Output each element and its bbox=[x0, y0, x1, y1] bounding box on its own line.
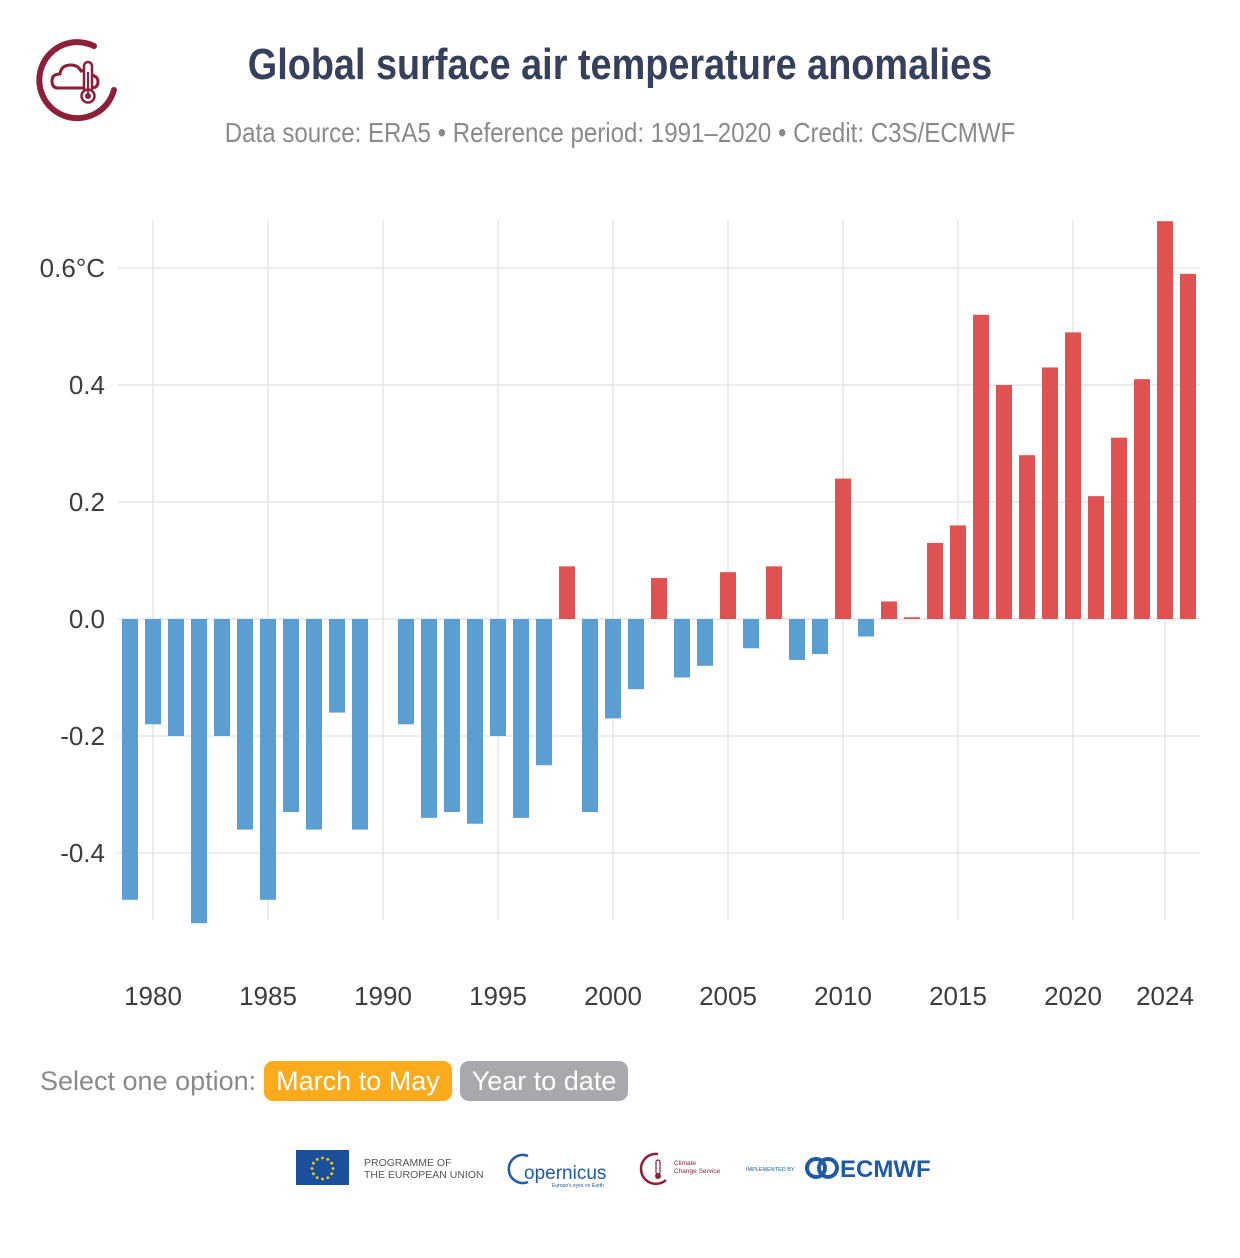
bar-2010 bbox=[835, 478, 851, 619]
bar-2002 bbox=[651, 578, 667, 619]
copernicus-text: opernicus bbox=[524, 1163, 606, 1184]
bar-2024 bbox=[1157, 221, 1173, 619]
partner-logos: PROGRAMME OF THE EUROPEAN UNION opernicu… bbox=[296, 1150, 931, 1189]
bar-1994 bbox=[467, 619, 483, 824]
y-tick-label: 0.4 bbox=[69, 370, 105, 400]
x-tick-label: 2015 bbox=[929, 981, 987, 1011]
x-tick-label: 2010 bbox=[814, 981, 872, 1011]
bar-2019 bbox=[1042, 367, 1058, 619]
bar-1984 bbox=[237, 619, 253, 830]
x-tick-label: 1995 bbox=[469, 981, 527, 1011]
y-tick-label: 0.0 bbox=[69, 604, 105, 634]
bar-2014 bbox=[927, 542, 943, 619]
y-tick-label: 0.6°C bbox=[40, 253, 105, 283]
x-axis-ticks: 1980 1985 1990 1995 2000 2005 2010 2015 2020 2024 bbox=[124, 981, 1194, 1011]
eu-text-line2: THE EUROPEAN UNION bbox=[364, 1169, 484, 1181]
bars bbox=[122, 221, 1196, 924]
bar-1992 bbox=[421, 619, 437, 818]
bar-2023 bbox=[1134, 379, 1150, 619]
bar-1980 bbox=[145, 619, 161, 725]
bar-2020 bbox=[1065, 332, 1081, 619]
bar-1993 bbox=[444, 619, 460, 813]
bar-2007 bbox=[766, 566, 782, 619]
bar-2004 bbox=[697, 619, 713, 666]
bar-2001 bbox=[628, 619, 644, 690]
bar-2025 bbox=[1180, 273, 1196, 619]
bar-2006 bbox=[743, 619, 759, 649]
bar-1997 bbox=[536, 619, 552, 766]
ecmwf-text: ECMWF bbox=[840, 1156, 931, 1183]
bar-1991 bbox=[398, 619, 414, 725]
page-title: Global surface air temperature anomalies bbox=[247, 40, 993, 89]
c3s-logo-icon bbox=[36, 39, 117, 122]
bar-1996 bbox=[513, 619, 529, 818]
bar-2017 bbox=[996, 385, 1012, 619]
bar-1995 bbox=[490, 619, 506, 736]
eu-flag-icon bbox=[296, 1150, 349, 1185]
bar-2000 bbox=[605, 619, 621, 719]
bar-2009 bbox=[812, 619, 828, 655]
bar-2018 bbox=[1019, 455, 1035, 619]
bar-2021 bbox=[1088, 496, 1104, 619]
y-tick-label: -0.2 bbox=[60, 721, 105, 751]
bar-1987 bbox=[306, 619, 322, 830]
option-march-to-may-button[interactable]: March to May bbox=[264, 1061, 452, 1101]
x-tick-label: 1985 bbox=[239, 981, 297, 1011]
bar-2022 bbox=[1111, 437, 1127, 619]
c3s-small-logo-icon bbox=[639, 1152, 667, 1186]
bar-1986 bbox=[283, 619, 299, 813]
bar-1998 bbox=[559, 566, 575, 619]
bar-2015 bbox=[950, 525, 966, 619]
option-selector: Select one option: March to May Year to … bbox=[40, 1061, 636, 1101]
bar-2003 bbox=[674, 619, 690, 678]
bar-1988 bbox=[329, 619, 345, 713]
selector-label: Select one option: bbox=[40, 1065, 257, 1096]
bar-2008 bbox=[789, 619, 805, 660]
implemented-by-text: IMPLEMENTED BY bbox=[746, 1167, 795, 1173]
bar-1981 bbox=[168, 619, 184, 736]
eu-text-line1: PROGRAMME OF bbox=[364, 1157, 452, 1169]
bar-1979 bbox=[122, 619, 138, 900]
bar-2016 bbox=[973, 314, 989, 619]
y-axis-ticks: 0.6°C 0.4 0.2 0.0 -0.2 -0.4 bbox=[40, 253, 105, 868]
page-subtitle: Data source: ERA5 • Reference period: 19… bbox=[224, 117, 1016, 148]
copernicus-logo-icon bbox=[507, 1153, 529, 1185]
bar-1989 bbox=[352, 619, 368, 830]
bar-2011 bbox=[858, 619, 874, 637]
option-year-to-date-button[interactable]: Year to date bbox=[459, 1061, 629, 1101]
c3s-text-line2: Change Service bbox=[674, 1168, 721, 1175]
bar-1983 bbox=[214, 619, 230, 736]
copernicus-tagline: Europe's eyes on Earth bbox=[552, 1183, 604, 1189]
bar-chart: 0.6°C 0.4 0.2 0.0 -0.2 -0.4 1980 1985 1990 1995 2… bbox=[40, 220, 1200, 1011]
bar-2005 bbox=[720, 572, 736, 619]
bar-1985 bbox=[260, 619, 276, 900]
bar-1982 bbox=[191, 619, 207, 924]
bar-1999 bbox=[582, 619, 598, 813]
x-tick-label: 1980 bbox=[124, 981, 182, 1011]
x-tick-label: 1990 bbox=[354, 981, 412, 1011]
bar-2013 bbox=[904, 617, 920, 619]
x-tick-label: 2024 bbox=[1136, 981, 1194, 1011]
grid-lines bbox=[118, 220, 1200, 920]
y-tick-label: 0.2 bbox=[69, 487, 105, 517]
x-tick-label: 2020 bbox=[1044, 981, 1102, 1011]
ecmwf-logo-icon bbox=[805, 1157, 839, 1179]
x-tick-label: 2000 bbox=[584, 981, 642, 1011]
y-tick-label: -0.4 bbox=[60, 838, 105, 868]
c3s-text-line1: Climate bbox=[674, 1160, 696, 1167]
x-tick-label: 2005 bbox=[699, 981, 757, 1011]
bar-2012 bbox=[881, 601, 897, 619]
